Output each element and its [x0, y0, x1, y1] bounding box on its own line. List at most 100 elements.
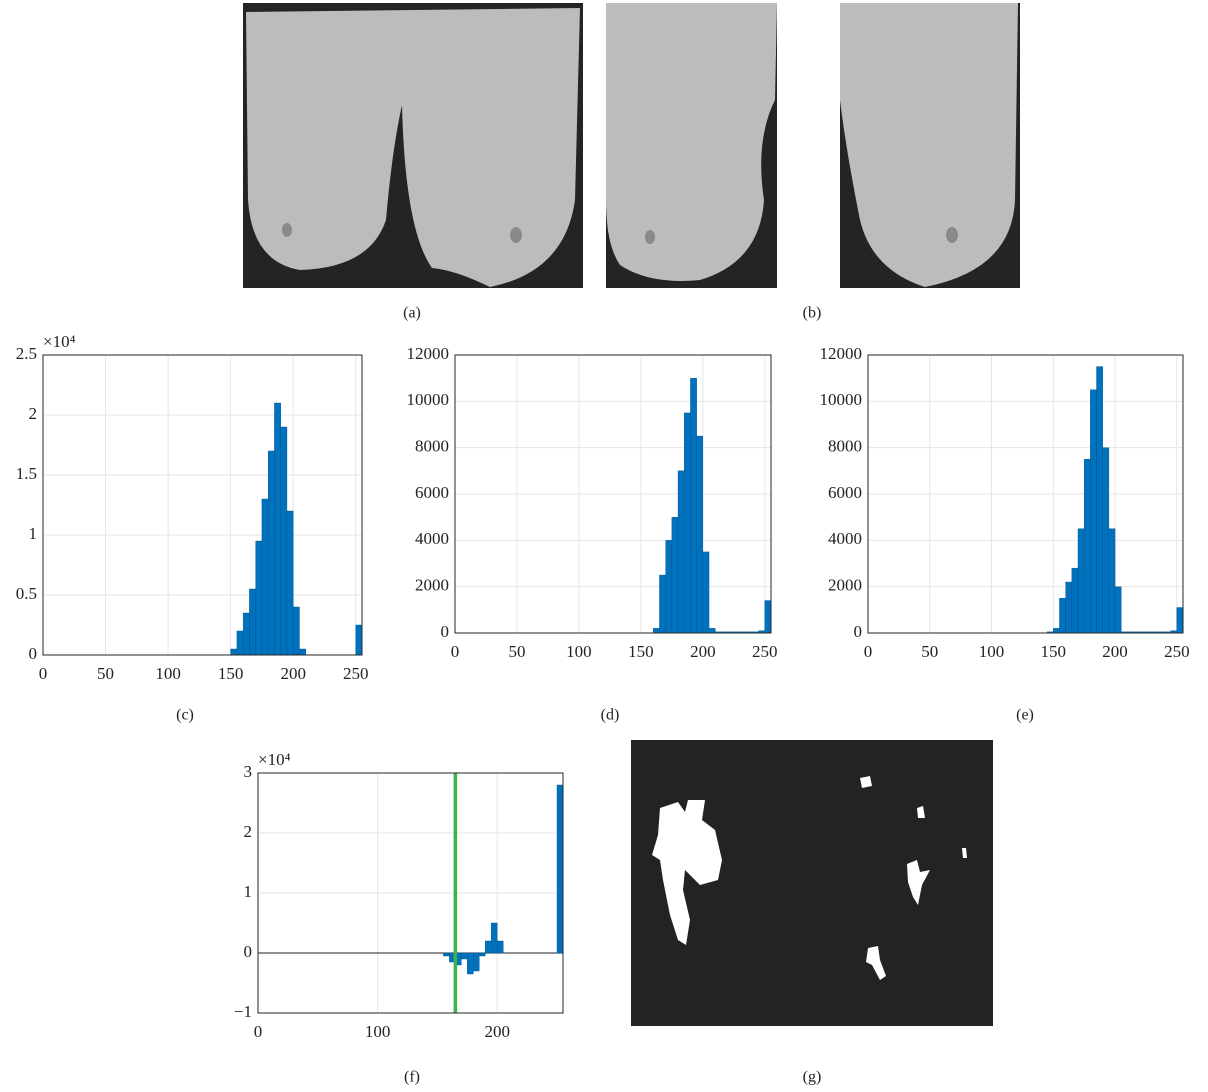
caption: (d): [601, 707, 620, 724]
y-tick-label: 12000: [407, 344, 450, 363]
bar: [249, 589, 255, 655]
x-tick-label: 200: [280, 664, 306, 683]
y-tick-label: 0: [29, 644, 38, 663]
x-tick-label: 0: [39, 664, 48, 683]
bar: [479, 953, 485, 956]
image-background: [631, 740, 993, 1026]
y-tick-label: 0.5: [16, 584, 37, 603]
figure: (a) (b) (g) 00.511.522.5050100150200250×…: [0, 0, 1208, 1092]
x-tick-label: 50: [508, 642, 525, 661]
y-exponent: ×10⁴: [258, 750, 291, 769]
y-tick-label: 2.5: [16, 344, 37, 363]
x-tick-label: 0: [254, 1022, 263, 1041]
bar: [557, 785, 563, 953]
histogram: −101230100200×10⁴(f): [234, 750, 563, 1086]
caption: (a): [403, 305, 421, 322]
y-tick-label: 0: [441, 622, 450, 641]
bar: [356, 625, 362, 655]
y-tick-label: 10000: [407, 390, 450, 409]
bar: [1097, 367, 1103, 633]
bar: [666, 540, 672, 633]
bar: [703, 552, 709, 633]
x-tick-label: 0: [864, 642, 873, 661]
y-tick-label: 2000: [828, 576, 862, 595]
y-tick-label: 4000: [415, 529, 449, 548]
bar: [268, 451, 274, 655]
bar: [765, 601, 771, 633]
bar: [659, 575, 665, 633]
bar: [443, 953, 449, 956]
y-tick-label: 1.5: [16, 464, 37, 483]
bar: [1109, 529, 1115, 633]
y-tick-label: 2: [29, 404, 38, 423]
nipple: [645, 230, 655, 244]
bar: [690, 378, 696, 633]
bar: [697, 436, 703, 633]
x-tick-label: 150: [1041, 642, 1067, 661]
x-tick-label: 150: [628, 642, 654, 661]
x-tick-label: 200: [484, 1022, 510, 1041]
histogram: 00.511.522.5050100150200250×10⁴(c): [16, 332, 369, 724]
bar: [237, 631, 243, 655]
y-tick-label: 4000: [828, 529, 862, 548]
bar: [274, 403, 280, 655]
caption: (e): [1016, 707, 1034, 724]
x-tick-label: 250: [752, 642, 778, 661]
y-tick-label: 1: [244, 882, 253, 901]
bar: [1177, 608, 1183, 633]
y-tick-label: 10000: [820, 390, 863, 409]
bar: [709, 628, 715, 633]
y-tick-label: 2000: [415, 576, 449, 595]
plot-area: [43, 355, 362, 655]
x-tick-label: 100: [155, 664, 181, 683]
nipple: [510, 227, 522, 243]
image-g: [631, 740, 993, 1026]
bar: [491, 923, 497, 953]
y-tick-label: 6000: [415, 483, 449, 502]
x-tick-label: 100: [365, 1022, 391, 1041]
nipple: [946, 227, 958, 243]
y-tick-label: 3: [244, 762, 253, 781]
bar: [243, 613, 249, 655]
bar: [287, 511, 293, 655]
bar: [231, 649, 237, 655]
bar: [1066, 582, 1072, 633]
y-tick-label: −1: [234, 1002, 252, 1021]
x-tick-label: 100: [566, 642, 592, 661]
image-b: [606, 3, 1020, 288]
bar: [684, 413, 690, 633]
bar: [1053, 628, 1059, 633]
caption: (g): [803, 1069, 822, 1086]
x-tick-label: 50: [97, 664, 114, 683]
bar: [678, 471, 684, 633]
bar: [1103, 448, 1109, 633]
caption: (b): [803, 305, 822, 322]
tissue: [606, 3, 777, 281]
mask-region: [860, 776, 872, 788]
bar: [281, 427, 287, 655]
x-tick-label: 0: [451, 642, 460, 661]
bar: [299, 649, 305, 655]
x-tick-label: 250: [343, 664, 369, 683]
bar: [653, 628, 659, 633]
x-tick-label: 200: [690, 642, 716, 661]
x-tick-label: 250: [1164, 642, 1190, 661]
x-tick-label: 200: [1102, 642, 1128, 661]
y-exponent: ×10⁴: [43, 332, 76, 351]
x-tick-label: 150: [218, 664, 244, 683]
y-tick-label: 6000: [828, 483, 862, 502]
y-tick-label: 8000: [828, 437, 862, 456]
caption: (f): [404, 1069, 420, 1086]
bar: [672, 517, 678, 633]
histogram: 0200040006000800010000120000501001502002…: [820, 344, 1190, 724]
y-tick-label: 12000: [820, 344, 863, 363]
bar: [1059, 598, 1065, 633]
bar: [485, 941, 491, 953]
bar: [256, 541, 262, 655]
y-tick-label: 1: [29, 524, 38, 543]
bar: [473, 953, 479, 971]
bar: [262, 499, 268, 655]
bar: [293, 607, 299, 655]
y-tick-label: 0: [244, 942, 253, 961]
